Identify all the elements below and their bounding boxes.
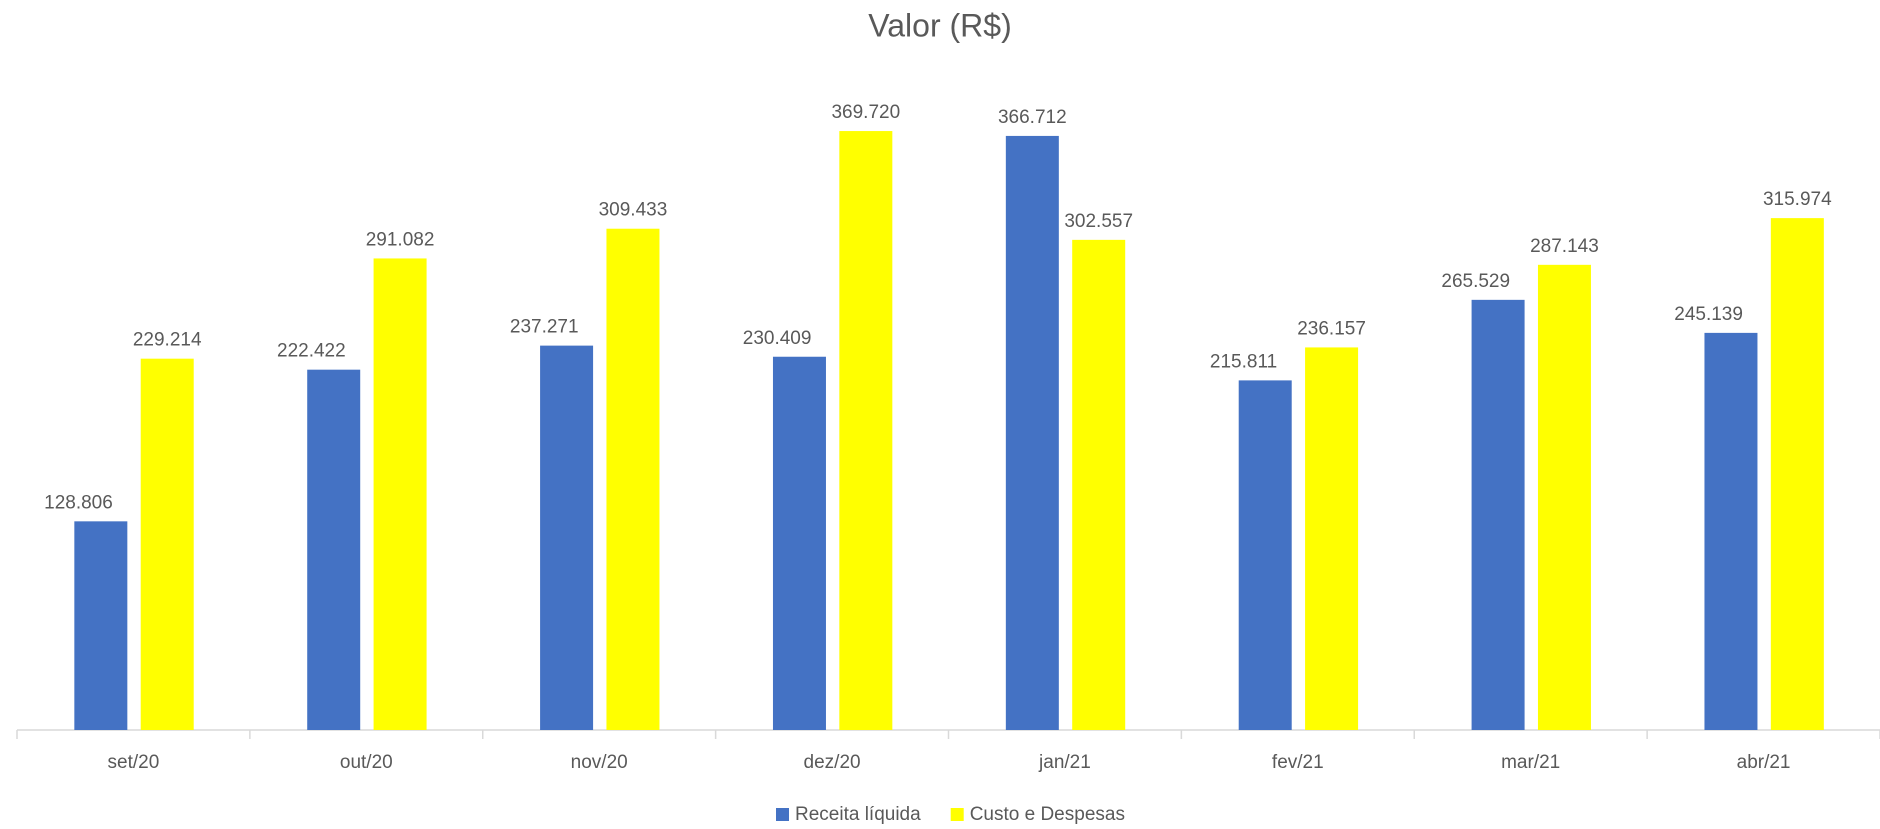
data-label: 287.143: [1530, 236, 1599, 257]
bar: [373, 258, 427, 730]
bar: [1072, 239, 1126, 730]
bar: [1704, 332, 1758, 730]
data-label: 369.720: [831, 102, 900, 123]
x-tick-label: nov/20: [571, 752, 628, 773]
data-label: 229.214: [133, 330, 202, 351]
x-tick-label: jan/21: [1038, 752, 1091, 773]
bar: [540, 345, 594, 730]
bar: [74, 521, 128, 730]
bar: [1005, 135, 1059, 730]
x-tick-label: abr/21: [1737, 752, 1791, 773]
data-label: 245.139: [1674, 304, 1743, 325]
bar: [307, 369, 361, 730]
legend-swatch: [950, 808, 964, 821]
data-label: 236.157: [1297, 318, 1366, 339]
bar: [1238, 380, 1292, 730]
bar: [606, 228, 660, 730]
x-tick-label: dez/20: [804, 752, 861, 773]
data-label: 237.271: [510, 317, 579, 338]
x-tick-label: set/20: [108, 752, 160, 773]
legend-label: Receita líquida: [795, 804, 921, 825]
data-label: 366.712: [998, 107, 1067, 128]
chart-title: Valor (R$): [868, 7, 1011, 43]
x-tick-label: out/20: [340, 752, 393, 773]
data-label: 265.529: [1441, 271, 1510, 292]
legend-label: Custo e Despesas: [970, 804, 1125, 825]
data-label: 291.082: [366, 229, 435, 250]
bar: [1471, 299, 1525, 730]
data-label: 302.557: [1064, 211, 1133, 232]
bar: [1537, 264, 1591, 730]
bar: [1305, 347, 1359, 730]
data-label: 309.433: [599, 200, 668, 221]
x-tick-label: fev/21: [1272, 752, 1324, 773]
x-tick-label: mar/21: [1501, 752, 1560, 773]
bar: [839, 131, 893, 731]
data-label: 230.409: [743, 328, 812, 349]
data-label: 315.974: [1763, 189, 1832, 210]
legend-swatch: [776, 808, 789, 821]
bar: [1770, 218, 1824, 730]
bar: [140, 358, 194, 730]
data-label: 222.422: [277, 341, 346, 362]
bar: [772, 356, 826, 730]
data-label: 215.811: [1210, 351, 1277, 372]
data-label: 128.806: [44, 492, 113, 513]
